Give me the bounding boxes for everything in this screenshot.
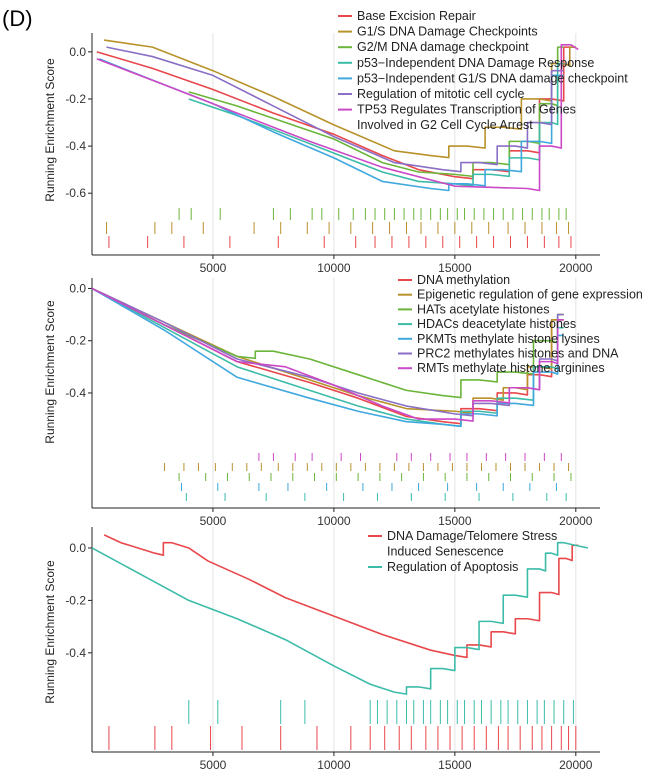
x-tick-label: 10000: [317, 261, 351, 275]
series-line: [98, 58, 564, 192]
legend-label: PRC2 methylates histones and DNA: [417, 347, 619, 361]
chart-panel-1: Running Enrichment Score 0.0 -0.2 -0.4 -0.6…: [43, 9, 628, 275]
y-tick-label: -0.2: [65, 334, 86, 348]
legend-label: PKMTs methylate histone lysines: [417, 332, 600, 346]
series-line: [91, 287, 564, 422]
y-axis-label: Running Enrichment Score: [43, 58, 57, 202]
legend-label: p53−Independent G1/S DNA damage checkpoi…: [357, 71, 628, 85]
legend-label: Base Excision Repair: [357, 9, 476, 23]
y-tick-label: 0.0: [69, 45, 86, 59]
legend-label: p53−Independent DNA Damage Response: [357, 56, 594, 70]
x-tick-label: 20000: [559, 514, 593, 528]
legend-label: Regulation of Apoptosis: [387, 560, 518, 574]
panel-label: (D): [2, 6, 33, 31]
y-tick-label: -0.4: [65, 646, 86, 660]
x-tick-label: 20000: [559, 261, 593, 275]
y-tick-label: -0.2: [65, 92, 86, 106]
x-tick-label: 15000: [438, 514, 472, 528]
x-tick-label: 10000: [317, 758, 351, 772]
legend-label: Induced Senescence: [387, 545, 504, 559]
y-tick-label: -0.4: [65, 386, 86, 400]
chart-panel-3: Running Enrichment Score 0.0 -0.2 -0.4 5000…: [43, 527, 600, 772]
series-line: [91, 541, 589, 695]
legend-label: HDACs deacetylate histones: [417, 317, 576, 331]
series-line: [103, 534, 579, 659]
legend-label: Regulation of mitotic cell cycle: [357, 87, 524, 101]
x-tick-label: 10000: [317, 514, 351, 528]
chart-panel-2: Running Enrichment Score 0.0 -0.2 -0.4 5000…: [43, 273, 643, 528]
series-line: [91, 287, 564, 417]
series-line: [91, 287, 564, 399]
y-tick-label: -0.6: [65, 186, 86, 200]
y-tick-label: 0.0: [69, 541, 86, 555]
legend-label: G1/S DNA Damage Checkpoints: [357, 25, 538, 39]
legend-label: Involved in G2 Cell Cycle Arrest: [357, 118, 533, 132]
series-line: [106, 46, 564, 173]
y-axis-label: Running Enrichment Score: [43, 560, 57, 704]
legend-label: Epigenetic regulation of gene expression: [417, 288, 643, 302]
legend-label: TP53 Regulates Transcription of Genes: [357, 103, 576, 117]
x-tick-label: 15000: [438, 261, 472, 275]
legend-label: DNA methylation: [417, 273, 510, 287]
legend-label: RMTs methylate histone arginines: [417, 361, 605, 375]
y-tick-label: 0.0: [69, 281, 86, 295]
legend-label: DNA Damage/Telomere Stress: [387, 529, 557, 543]
series-line: [91, 287, 564, 428]
legend-label: HATs acetylate histones: [417, 302, 549, 316]
x-tick-label: 5000: [200, 261, 227, 275]
series-line: [96, 43, 579, 192]
series-line: [91, 287, 564, 428]
series-line: [96, 46, 576, 180]
x-tick-label: 5000: [200, 758, 227, 772]
y-axis-label: Running Enrichment Score: [43, 300, 57, 444]
x-tick-label: 5000: [200, 514, 227, 528]
x-tick-label: 15000: [438, 758, 472, 772]
y-tick-label: -0.4: [65, 139, 86, 153]
y-tick-label: -0.2: [65, 593, 86, 607]
legend-label: G2/M DNA damage checkpoint: [357, 40, 529, 54]
x-tick-label: 20000: [559, 758, 593, 772]
